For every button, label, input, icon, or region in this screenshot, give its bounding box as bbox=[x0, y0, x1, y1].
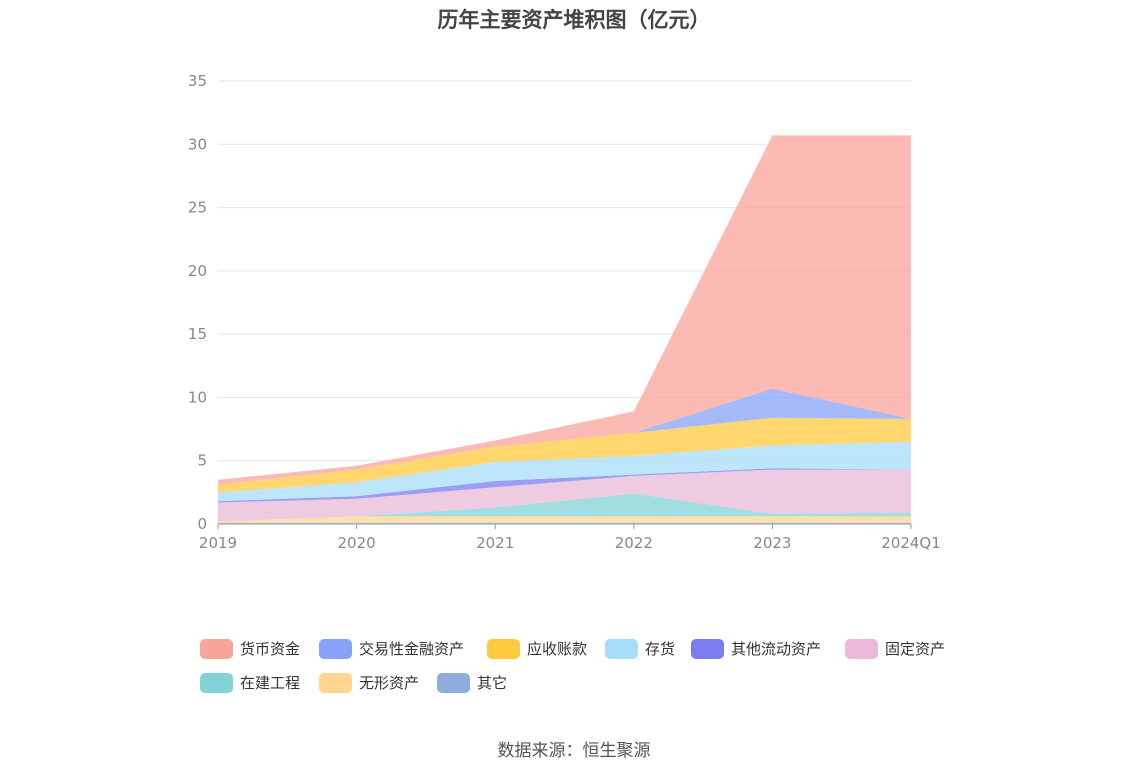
legend-label: 固定资产 bbox=[885, 640, 946, 658]
y-tick-label: 35 bbox=[188, 72, 207, 90]
x-tick-label: 2021 bbox=[476, 534, 514, 552]
legend-item[interactable]: 应收账款 bbox=[487, 638, 587, 659]
x-tick-label: 2024Q1 bbox=[881, 534, 941, 552]
legend-label: 在建工程 bbox=[240, 674, 301, 692]
y-tick-label: 15 bbox=[188, 325, 207, 343]
area-series-7 bbox=[218, 388, 911, 485]
chart-title: 历年主要资产堆积图（亿元） bbox=[437, 8, 711, 32]
legend-label: 其它 bbox=[477, 674, 508, 692]
legend-label: 交易性金融资产 bbox=[359, 640, 465, 658]
legend-item[interactable]: 在建工程 bbox=[200, 672, 300, 693]
legend-swatch bbox=[319, 672, 352, 693]
legend-label: 应收账款 bbox=[527, 640, 588, 658]
legend-swatch bbox=[691, 638, 724, 659]
x-tick-label: 2023 bbox=[753, 534, 791, 552]
x-axis bbox=[217, 523, 912, 529]
legend-swatch bbox=[200, 672, 233, 693]
legend-swatch bbox=[487, 638, 520, 659]
y-tick-label: 5 bbox=[197, 452, 207, 470]
legend-swatch bbox=[200, 638, 233, 659]
legend-item[interactable]: 其它 bbox=[437, 672, 507, 693]
legend-label: 其他流动资产 bbox=[731, 640, 822, 658]
y-tick-label: 30 bbox=[188, 135, 207, 153]
legend-label: 无形资产 bbox=[359, 674, 420, 692]
legend-item[interactable]: 存货 bbox=[605, 638, 675, 659]
legend-item[interactable]: 固定资产 bbox=[845, 638, 945, 659]
legend-item[interactable]: 货币资金 bbox=[200, 638, 300, 659]
y-tick-label: 10 bbox=[188, 388, 207, 406]
legend-label: 存货 bbox=[645, 640, 676, 658]
legend-swatch bbox=[845, 638, 878, 659]
area-series-8 bbox=[218, 135, 911, 485]
area-series-2 bbox=[218, 493, 911, 522]
area-series-3 bbox=[218, 469, 911, 522]
x-tick-label: 2022 bbox=[615, 534, 653, 552]
x-tick-label: 2020 bbox=[338, 534, 376, 552]
x-axis-ticks: 2019 2020 2021 2022 2023 2024Q1 bbox=[199, 534, 941, 552]
chart-plot: 0 5 10 15 20 25 30 35 2019 2020 2021 2022 2023 2024Q… bbox=[188, 72, 941, 552]
legend-label: 货币资金 bbox=[240, 640, 301, 658]
y-tick-label: 25 bbox=[188, 199, 207, 217]
y-tick-label: 20 bbox=[188, 262, 207, 280]
legend-swatch bbox=[319, 638, 352, 659]
legend-swatch bbox=[605, 638, 638, 659]
y-axis-ticks: 0 5 10 15 20 25 30 35 bbox=[188, 72, 207, 533]
x-tick-label: 2019 bbox=[199, 534, 237, 552]
area-series-6 bbox=[218, 417, 911, 493]
area-series-1 bbox=[218, 516, 911, 523]
area-series-5 bbox=[218, 441, 911, 502]
legend-swatch bbox=[437, 672, 470, 693]
legend-item[interactable]: 其他流动资产 bbox=[691, 638, 821, 659]
area-series-4 bbox=[218, 468, 911, 503]
y-tick-label: 0 bbox=[197, 515, 207, 533]
legend-item[interactable]: 交易性金融资产 bbox=[319, 638, 464, 659]
data-source: 数据来源：恒生聚源 bbox=[497, 741, 651, 761]
legend-item[interactable]: 无形资产 bbox=[319, 672, 419, 693]
area-series bbox=[218, 135, 911, 524]
